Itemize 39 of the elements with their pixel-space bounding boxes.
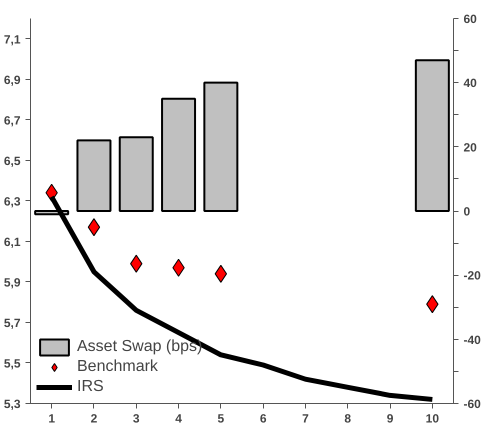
bar xyxy=(76,139,112,212)
legend-label: Asset Swap (bps) xyxy=(77,338,202,356)
point xyxy=(88,218,100,236)
y2-tick-label: 0 xyxy=(464,204,470,218)
x-tick-label: 5 xyxy=(218,412,225,425)
legend-label: IRS xyxy=(77,378,104,396)
bar xyxy=(118,136,154,212)
point xyxy=(426,295,439,314)
y2-tick-label: 20 xyxy=(464,140,478,154)
x-tick-label: 8 xyxy=(344,412,352,425)
y-tick-label: 6,1 xyxy=(4,234,21,249)
y-tick-label: 5,9 xyxy=(4,275,21,290)
bar xyxy=(161,98,196,212)
y-tick-label: 6,5 xyxy=(4,154,21,168)
y-tick-label: 6,7 xyxy=(4,113,21,128)
x-tick-label: 7 xyxy=(302,412,310,425)
y2-tick-label: 60 xyxy=(464,12,478,26)
y-tick-label: 6,9 xyxy=(4,72,21,87)
y-tick-label: 5,3 xyxy=(4,397,21,411)
point xyxy=(172,258,185,277)
y2-tick-label: 40 xyxy=(464,76,478,90)
y2-tick-label: -40 xyxy=(464,332,482,347)
x-tick-label: 3 xyxy=(132,412,140,425)
y-tick-label: 7,1 xyxy=(4,32,21,46)
x-tick-label: 9 xyxy=(386,412,394,425)
y-tick-label: 6,3 xyxy=(4,194,21,208)
x-tick-label: 10 xyxy=(426,412,440,425)
y-tick-label: 5,7 xyxy=(4,316,21,330)
bar xyxy=(414,59,450,212)
x-tick-label: 6 xyxy=(260,412,267,425)
y2-tick-label: -20 xyxy=(464,268,482,283)
bar xyxy=(203,82,238,212)
x-tick-label: 2 xyxy=(90,412,98,425)
point xyxy=(214,264,228,283)
legend-label: Benchmark xyxy=(77,358,158,376)
x-tick-label: 4 xyxy=(175,412,182,425)
y2-tick-label: -60 xyxy=(464,397,482,411)
y-tick-label: 5,5 xyxy=(4,356,21,370)
x-tick-label: 1 xyxy=(48,412,56,425)
